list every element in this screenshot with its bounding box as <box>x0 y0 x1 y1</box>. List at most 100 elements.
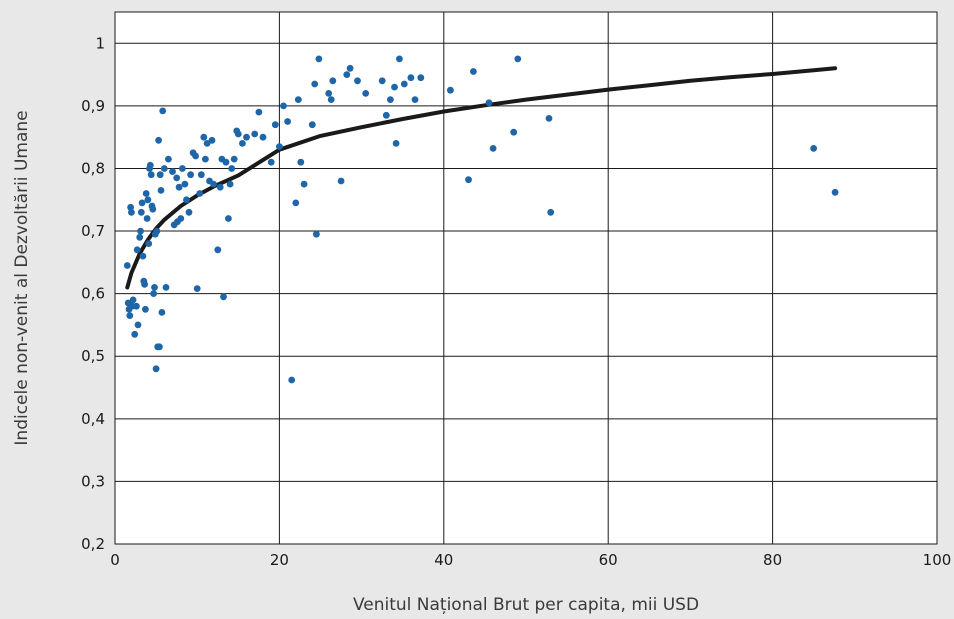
data-point <box>226 180 234 188</box>
data-point <box>127 208 135 216</box>
x-axis-title: Venitul Național Brut per capita, mii US… <box>353 595 699 615</box>
x-tick-label: 100 <box>923 551 952 569</box>
data-point <box>123 262 131 269</box>
data-point <box>169 168 176 176</box>
data-point <box>220 293 227 301</box>
data-point <box>137 227 144 235</box>
x-tick-label: 40 <box>434 551 453 569</box>
data-point <box>183 196 190 204</box>
data-point <box>129 296 137 304</box>
data-point <box>392 140 400 147</box>
data-point <box>327 96 335 103</box>
data-point <box>138 199 146 207</box>
y-axis-title: Indicele non-venit al Dezvoltării Umane <box>12 110 32 445</box>
data-point <box>447 86 454 94</box>
data-point <box>315 55 323 63</box>
data-point <box>156 343 163 351</box>
data-point <box>147 171 155 179</box>
data-point <box>810 145 818 152</box>
data-point <box>165 155 172 163</box>
x-tick-label: 20 <box>270 551 289 569</box>
data-point <box>155 136 163 144</box>
data-point <box>208 136 216 144</box>
data-point <box>387 96 394 103</box>
data-point <box>297 158 305 166</box>
data-point <box>470 68 477 75</box>
plot-area <box>115 12 937 544</box>
data-point <box>137 208 145 216</box>
data-point <box>251 130 259 138</box>
data-point <box>134 321 142 329</box>
data-point <box>175 183 183 191</box>
x-tick-label: 80 <box>763 551 782 569</box>
data-point <box>214 246 222 254</box>
data-point <box>243 133 250 141</box>
data-points <box>123 55 839 384</box>
data-point <box>153 227 161 235</box>
x-tick-label: 0 <box>110 551 120 569</box>
data-point <box>149 205 157 213</box>
data-point <box>547 208 555 216</box>
data-point <box>136 233 144 241</box>
data-point <box>146 161 154 169</box>
data-point <box>325 90 333 97</box>
data-point <box>343 71 351 78</box>
data-point <box>150 290 158 297</box>
data-point <box>280 102 287 110</box>
x-tick-label: 60 <box>599 551 618 569</box>
y-tick-label: 0,6 <box>81 285 105 303</box>
data-point <box>210 180 218 188</box>
data-point <box>152 365 160 373</box>
y-tick-label: 0,2 <box>81 535 105 553</box>
data-point <box>133 302 140 310</box>
data-point <box>179 165 186 172</box>
data-point <box>271 121 279 129</box>
data-point <box>192 152 200 160</box>
data-point <box>391 83 398 91</box>
data-point <box>159 107 167 115</box>
data-point <box>156 171 164 179</box>
data-point <box>151 284 158 291</box>
data-point <box>144 196 152 204</box>
data-point <box>143 215 151 222</box>
data-point <box>411 96 419 103</box>
data-point <box>354 77 361 85</box>
data-point <box>300 180 308 188</box>
data-point <box>162 284 170 291</box>
data-point <box>200 133 208 141</box>
data-point <box>225 215 232 222</box>
y-tick-labels: 0,2 0,3 0,4 0,5 0,6 0,7 0,8 0,9 1 <box>81 34 105 553</box>
gridlines <box>115 12 937 544</box>
data-point <box>127 203 134 211</box>
data-point <box>465 176 472 184</box>
data-point <box>510 128 518 136</box>
data-point <box>311 80 319 88</box>
data-point <box>407 74 415 82</box>
data-point <box>329 77 337 85</box>
data-point <box>133 246 141 254</box>
plot-frame <box>114 11 938 545</box>
data-point <box>158 309 166 316</box>
data-point <box>294 96 302 103</box>
y-tick-label: 0,3 <box>81 472 105 490</box>
data-point <box>228 165 236 172</box>
data-point <box>177 215 185 222</box>
y-tick-label: 0,4 <box>81 410 105 428</box>
data-point <box>173 174 181 182</box>
data-point <box>255 108 263 116</box>
data-point <box>185 208 193 216</box>
data-point <box>131 330 139 338</box>
data-point <box>126 312 134 319</box>
y-tick-label: 0,5 <box>81 347 105 365</box>
data-point <box>362 90 370 97</box>
y-tick-label: 0,8 <box>81 159 105 177</box>
data-point <box>489 145 497 152</box>
data-point <box>485 99 493 107</box>
data-point <box>141 280 149 288</box>
data-point <box>142 190 150 197</box>
data-point <box>197 171 205 179</box>
data-point <box>267 158 275 166</box>
data-point <box>193 285 201 292</box>
data-point <box>160 165 168 172</box>
